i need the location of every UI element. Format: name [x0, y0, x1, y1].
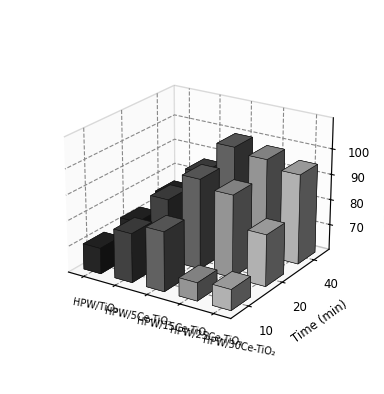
Y-axis label: Time (min): Time (min)	[290, 298, 349, 346]
